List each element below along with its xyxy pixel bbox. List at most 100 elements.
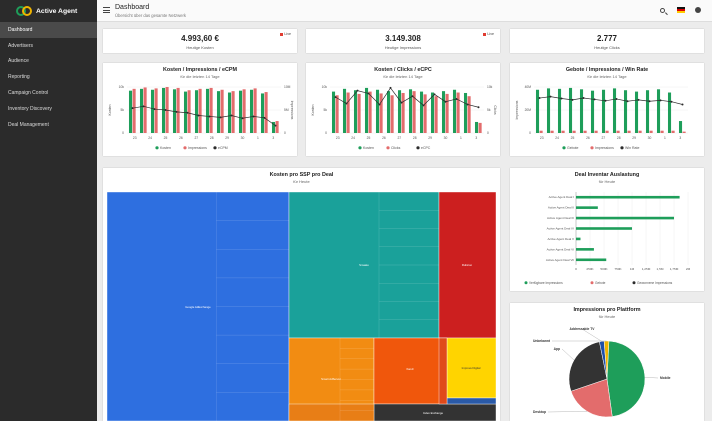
line-point[interactable] [422,104,425,107]
bar-verfuegbare-impressions[interactable] [576,227,632,230]
pie-slice-desktop[interactable] [570,378,613,418]
bar-kosten[interactable] [331,91,336,133]
bar-kosten[interactable] [342,88,347,133]
bar-impressions[interactable] [594,130,598,133]
bar-clicks[interactable] [335,95,339,133]
bar-impressions[interactable] [671,130,675,133]
bar-clicks[interactable] [390,95,394,133]
bar-kosten[interactable] [271,121,276,133]
line-point[interactable] [378,103,381,106]
bar-impressions[interactable] [198,88,202,133]
line-point[interactable] [274,124,277,127]
bar-gebote[interactable] [634,91,639,133]
line-point[interactable] [252,115,255,118]
line-point[interactable] [444,100,447,103]
treemap-tile[interactable] [438,337,448,405]
bar-kosten[interactable] [397,90,402,133]
line-point[interactable] [345,102,348,105]
menu-icon[interactable] [103,7,110,13]
line-point[interactable] [466,103,469,106]
bar-verfuegbare-impressions[interactable] [576,237,581,241]
line-point[interactable] [411,95,414,98]
line-point[interactable] [400,101,403,104]
bar-kosten[interactable] [474,121,479,133]
bar-impressions[interactable] [616,130,620,133]
line-point[interactable] [455,97,458,100]
treemap-tile[interactable] [288,403,375,421]
line-point[interactable] [593,98,596,101]
bar-impressions[interactable] [605,130,609,133]
line-point[interactable] [538,97,541,100]
line-point[interactable] [241,117,244,120]
bar-impressions[interactable] [187,90,191,133]
bar-kosten[interactable] [161,87,166,133]
bar-impressions[interactable] [242,89,246,133]
bar-clicks[interactable] [423,94,427,133]
bar-kosten[interactable] [353,90,358,133]
line-point[interactable] [153,108,156,111]
line-point[interactable] [197,114,200,117]
line-point[interactable] [131,107,134,110]
bar-kosten[interactable] [430,92,435,133]
bar-clicks[interactable] [401,92,405,133]
line-point[interactable] [604,99,607,102]
pie-slice-mobile[interactable] [606,340,646,417]
line-point[interactable] [615,97,618,100]
bar-kosten[interactable] [260,93,265,133]
line-point[interactable] [637,98,640,101]
line-point[interactable] [477,106,480,109]
line-point[interactable] [208,115,211,118]
bar-kosten[interactable] [386,91,391,133]
bar-impressions[interactable] [583,130,587,133]
line-point[interactable] [659,99,662,102]
line-point[interactable] [142,105,145,108]
line-point[interactable] [582,97,585,100]
bar-impressions[interactable] [154,88,158,133]
line-point[interactable] [571,98,574,101]
bar-kosten[interactable] [227,92,232,133]
line-point[interactable] [626,100,629,103]
treemap-tile[interactable] [373,337,448,405]
bar-clicks[interactable] [379,93,383,133]
bar-clicks[interactable] [434,96,438,133]
bar-gebote[interactable] [678,121,683,133]
bar-impressions[interactable] [561,130,565,133]
line-point[interactable] [263,116,266,119]
bar-verfuegbare-impressions[interactable] [576,195,680,199]
bar-clicks[interactable] [478,122,482,133]
bar-impressions[interactable] [253,88,257,133]
bar-kosten[interactable] [205,88,210,133]
sidebar-item-reporting[interactable]: Reporting [8,74,30,81]
bar-kosten[interactable] [128,90,133,133]
bar-gebote[interactable] [535,89,540,133]
bar-kosten[interactable] [441,91,446,133]
bar-impressions[interactable] [572,130,576,133]
bar-impressions[interactable] [627,130,631,133]
bar-gebote[interactable] [667,92,672,133]
bar-kosten[interactable] [452,89,457,133]
bar-verfuegbare-impressions[interactable] [576,248,594,251]
bar-kosten[interactable] [216,91,221,133]
line-point[interactable] [175,110,178,113]
bar-impressions[interactable] [660,130,664,133]
line-point[interactable] [560,97,563,100]
bar-clicks[interactable] [456,92,460,133]
bar-gebote[interactable] [579,89,584,133]
bar-gebote[interactable] [612,88,617,133]
bar-kosten[interactable] [172,89,177,133]
bar-gebote[interactable] [645,90,650,133]
line-point[interactable] [230,114,233,117]
bar-clicks[interactable] [467,96,471,133]
bar-impressions[interactable] [231,91,235,133]
line-point[interactable] [219,116,222,119]
sidebar-item-campaign-control[interactable]: Campaign Control [8,90,49,97]
sidebar-item-audience[interactable]: Audience [8,58,29,65]
pie-slice-app[interactable] [568,341,608,392]
bar-gebote[interactable] [601,89,606,133]
bar-kosten[interactable] [419,91,424,133]
bar-kosten[interactable] [249,89,254,133]
bar-kosten[interactable] [150,89,155,133]
bar-clicks[interactable] [445,93,449,133]
bar-kosten[interactable] [194,90,199,133]
bar-verfuegbare-impressions[interactable] [576,206,598,209]
